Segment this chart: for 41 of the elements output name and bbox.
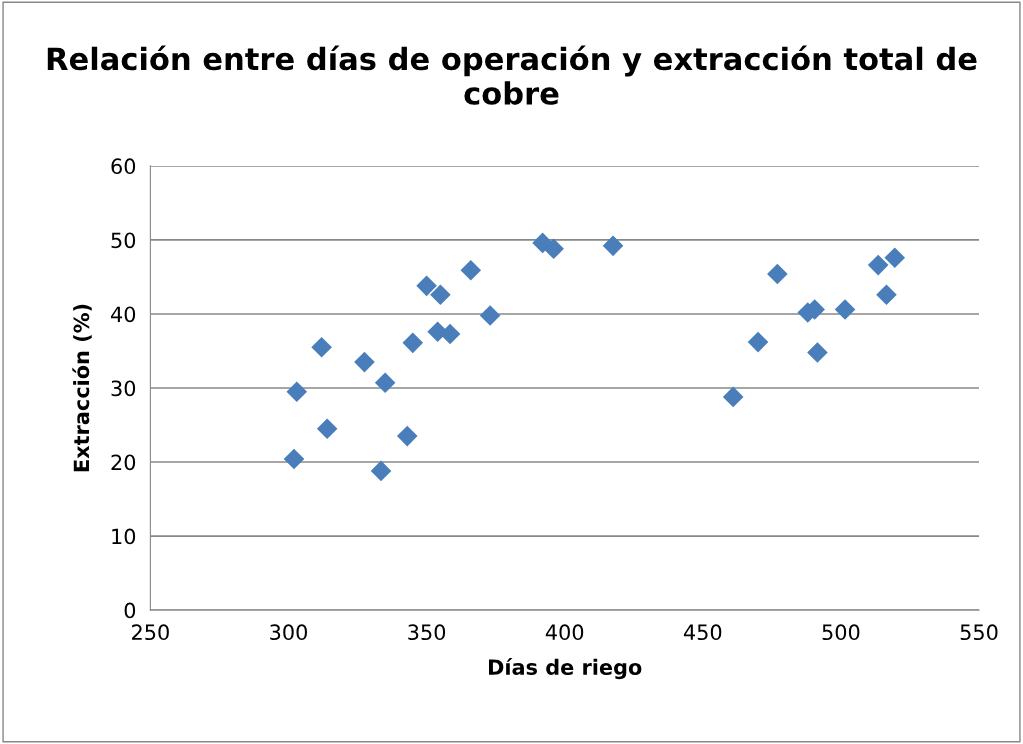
x-tick-label: 350 — [408, 624, 446, 641]
point — [807, 342, 828, 363]
point — [867, 254, 889, 276]
point — [402, 332, 424, 354]
point — [396, 425, 418, 447]
point — [543, 238, 564, 260]
point — [834, 299, 856, 320]
point — [439, 323, 461, 345]
point — [479, 305, 501, 326]
point — [283, 448, 305, 470]
y-tick-label: 30 — [111, 380, 136, 397]
point — [370, 460, 392, 482]
point — [430, 284, 451, 306]
y-axis-title: Extracción (%) — [72, 304, 92, 472]
point — [722, 386, 744, 408]
y-tick-label: 20 — [111, 454, 136, 471]
point — [354, 351, 375, 373]
point — [876, 284, 897, 306]
x-axis-title: Días de riego — [489, 658, 642, 680]
y-tick-label: 0 — [124, 602, 136, 619]
point — [460, 259, 482, 281]
point — [416, 275, 437, 297]
x-tick-label: 450 — [683, 624, 722, 641]
x-tick-label: 550 — [960, 624, 998, 641]
y-tick-label: 60 — [111, 158, 136, 175]
y-tick-label: 40 — [111, 306, 136, 323]
x-tick-label: 250 — [132, 624, 169, 641]
point — [311, 336, 332, 358]
point — [747, 331, 769, 353]
y-tick-label: 10 — [112, 528, 136, 545]
point — [286, 381, 308, 402]
point — [884, 247, 906, 269]
x-tick-label: 400 — [545, 624, 584, 641]
point — [316, 418, 338, 440]
y-tick-label: 50 — [111, 232, 136, 249]
point — [602, 235, 624, 257]
x-tick-label: 500 — [822, 624, 860, 641]
x-tick-label: 300 — [270, 624, 307, 641]
point — [374, 372, 396, 394]
chart-title: Relación entre días de operación y extracción total de cobre — [47, 45, 977, 105]
point — [767, 263, 788, 285]
